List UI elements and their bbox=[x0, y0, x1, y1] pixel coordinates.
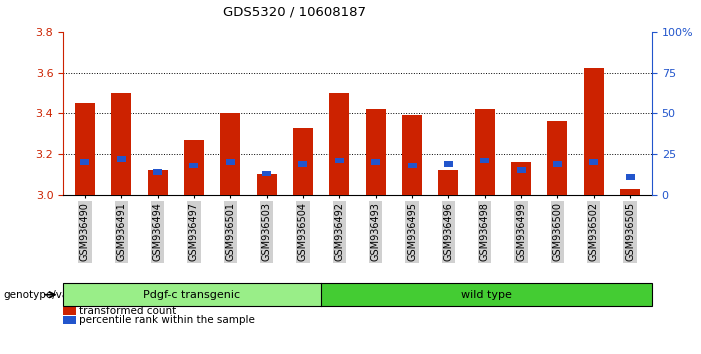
Bar bbox=[220, 113, 240, 195]
Bar bbox=[257, 174, 277, 195]
Text: Pdgf-c transgenic: Pdgf-c transgenic bbox=[143, 290, 240, 300]
Bar bbox=[366, 109, 386, 195]
Bar bbox=[153, 169, 162, 175]
Bar bbox=[117, 156, 125, 162]
Bar bbox=[444, 161, 453, 167]
Text: genotype/variation: genotype/variation bbox=[4, 290, 102, 300]
Bar bbox=[438, 170, 458, 195]
Bar bbox=[335, 158, 343, 163]
Bar bbox=[111, 93, 131, 195]
Text: percentile rank within the sample: percentile rank within the sample bbox=[79, 315, 254, 325]
Bar bbox=[184, 140, 204, 195]
Bar bbox=[475, 109, 495, 195]
Bar bbox=[329, 93, 349, 195]
Bar bbox=[584, 68, 604, 195]
Text: transformed count: transformed count bbox=[79, 306, 176, 316]
Bar bbox=[402, 115, 422, 195]
Bar bbox=[81, 159, 90, 165]
Bar bbox=[547, 121, 567, 195]
Bar bbox=[293, 127, 313, 195]
Bar bbox=[262, 171, 271, 176]
Bar bbox=[407, 162, 416, 168]
Bar bbox=[372, 159, 380, 165]
Bar bbox=[590, 159, 598, 165]
Bar bbox=[620, 189, 640, 195]
Text: wild type: wild type bbox=[461, 290, 512, 300]
Text: GDS5320 / 10608187: GDS5320 / 10608187 bbox=[223, 5, 366, 18]
Bar bbox=[148, 170, 168, 195]
Bar bbox=[553, 161, 562, 167]
Bar bbox=[75, 103, 95, 195]
Bar bbox=[480, 158, 489, 163]
Bar bbox=[511, 162, 531, 195]
Bar bbox=[189, 162, 198, 168]
Bar bbox=[226, 159, 235, 165]
Bar bbox=[517, 167, 526, 173]
Bar bbox=[625, 174, 634, 179]
Bar bbox=[299, 161, 308, 167]
